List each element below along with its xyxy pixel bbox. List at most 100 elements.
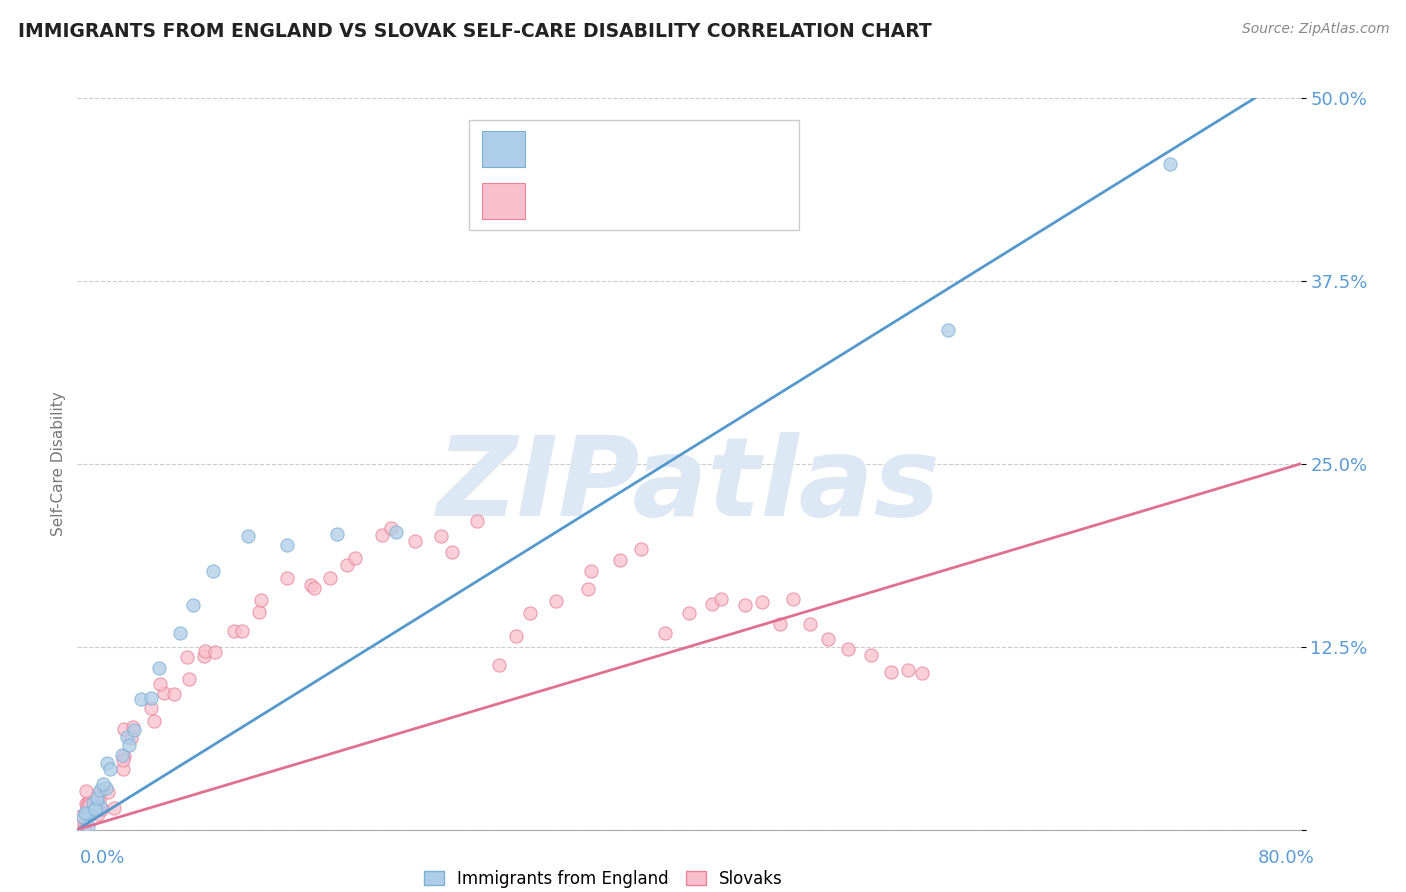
Point <box>87 787 110 801</box>
Point <box>77 798 100 813</box>
Point <box>911 665 934 680</box>
Point <box>141 701 163 715</box>
Point <box>80 804 103 818</box>
Point <box>609 553 631 567</box>
Point <box>326 527 349 541</box>
Text: ZIPatlas: ZIPatlas <box>437 433 941 540</box>
Point <box>75 797 97 812</box>
Text: 0.0%: 0.0% <box>80 849 125 867</box>
Point <box>89 790 111 805</box>
Point <box>201 564 224 578</box>
Point <box>96 756 118 770</box>
Point <box>371 527 394 541</box>
Point <box>77 795 100 809</box>
Point <box>89 782 111 797</box>
Point <box>129 692 152 706</box>
Point <box>936 323 959 337</box>
Point <box>880 665 903 679</box>
Point <box>97 785 120 799</box>
Point <box>734 599 756 613</box>
Point <box>194 644 217 658</box>
Point <box>380 521 402 535</box>
Point <box>238 528 260 542</box>
Legend: Immigrants from England, Slovaks: Immigrants from England, Slovaks <box>418 863 789 892</box>
Point <box>544 593 567 607</box>
Point <box>319 571 342 585</box>
Point <box>122 720 145 734</box>
Point <box>73 822 96 836</box>
Point <box>1159 157 1181 171</box>
Point <box>799 617 821 632</box>
Point <box>139 691 162 706</box>
Point <box>896 663 918 677</box>
Point <box>576 582 599 596</box>
Point <box>837 642 859 657</box>
Point <box>149 677 172 691</box>
Point <box>112 753 135 767</box>
Text: 80.0%: 80.0% <box>1258 849 1315 867</box>
Point <box>91 802 114 816</box>
Point <box>176 649 198 664</box>
Text: Source: ZipAtlas.com: Source: ZipAtlas.com <box>1241 22 1389 37</box>
Point <box>859 648 882 662</box>
Point <box>385 525 408 540</box>
Point <box>654 626 676 640</box>
Point <box>782 592 804 607</box>
Point <box>505 629 527 643</box>
Point <box>89 799 111 814</box>
Point <box>488 658 510 673</box>
Point <box>430 529 453 543</box>
Point <box>112 762 135 776</box>
Point <box>118 738 141 752</box>
Point <box>72 810 94 824</box>
Point <box>817 632 839 647</box>
Point <box>76 806 98 821</box>
Point <box>276 538 298 552</box>
Point <box>86 791 108 805</box>
Point <box>75 805 97 820</box>
Point <box>76 796 98 810</box>
Point <box>302 581 325 595</box>
Point <box>751 595 773 609</box>
Point <box>250 592 273 607</box>
Point <box>76 800 98 814</box>
Point <box>222 624 245 639</box>
Point <box>112 722 135 736</box>
Point <box>70 809 93 823</box>
Point <box>163 687 186 701</box>
Point <box>247 605 270 619</box>
Point <box>231 624 253 638</box>
Point <box>87 807 110 822</box>
Point <box>630 542 652 557</box>
Point <box>579 564 602 578</box>
Point <box>343 550 366 565</box>
Point <box>710 592 733 607</box>
Point <box>336 558 359 572</box>
Point <box>143 714 166 728</box>
Text: IMMIGRANTS FROM ENGLAND VS SLOVAK SELF-CARE DISABILITY CORRELATION CHART: IMMIGRANTS FROM ENGLAND VS SLOVAK SELF-C… <box>18 22 932 41</box>
Y-axis label: Self-Care Disability: Self-Care Disability <box>51 392 66 536</box>
Point <box>204 645 226 659</box>
Point <box>111 747 134 762</box>
Point <box>76 806 98 821</box>
Point <box>169 626 191 640</box>
Point <box>177 672 200 686</box>
Point <box>112 748 135 763</box>
Point <box>86 801 108 815</box>
Point <box>148 661 170 675</box>
Point <box>193 648 215 663</box>
Point <box>83 802 105 816</box>
Point <box>299 577 322 591</box>
Point <box>98 762 121 776</box>
Point <box>700 597 723 611</box>
Point <box>75 784 97 798</box>
Point <box>115 731 138 745</box>
Point <box>67 829 90 843</box>
Point <box>91 777 114 791</box>
Point <box>103 800 125 814</box>
Point <box>86 795 108 809</box>
Point <box>276 571 298 585</box>
Point <box>72 818 94 832</box>
Point <box>678 607 700 621</box>
Point <box>122 723 145 738</box>
